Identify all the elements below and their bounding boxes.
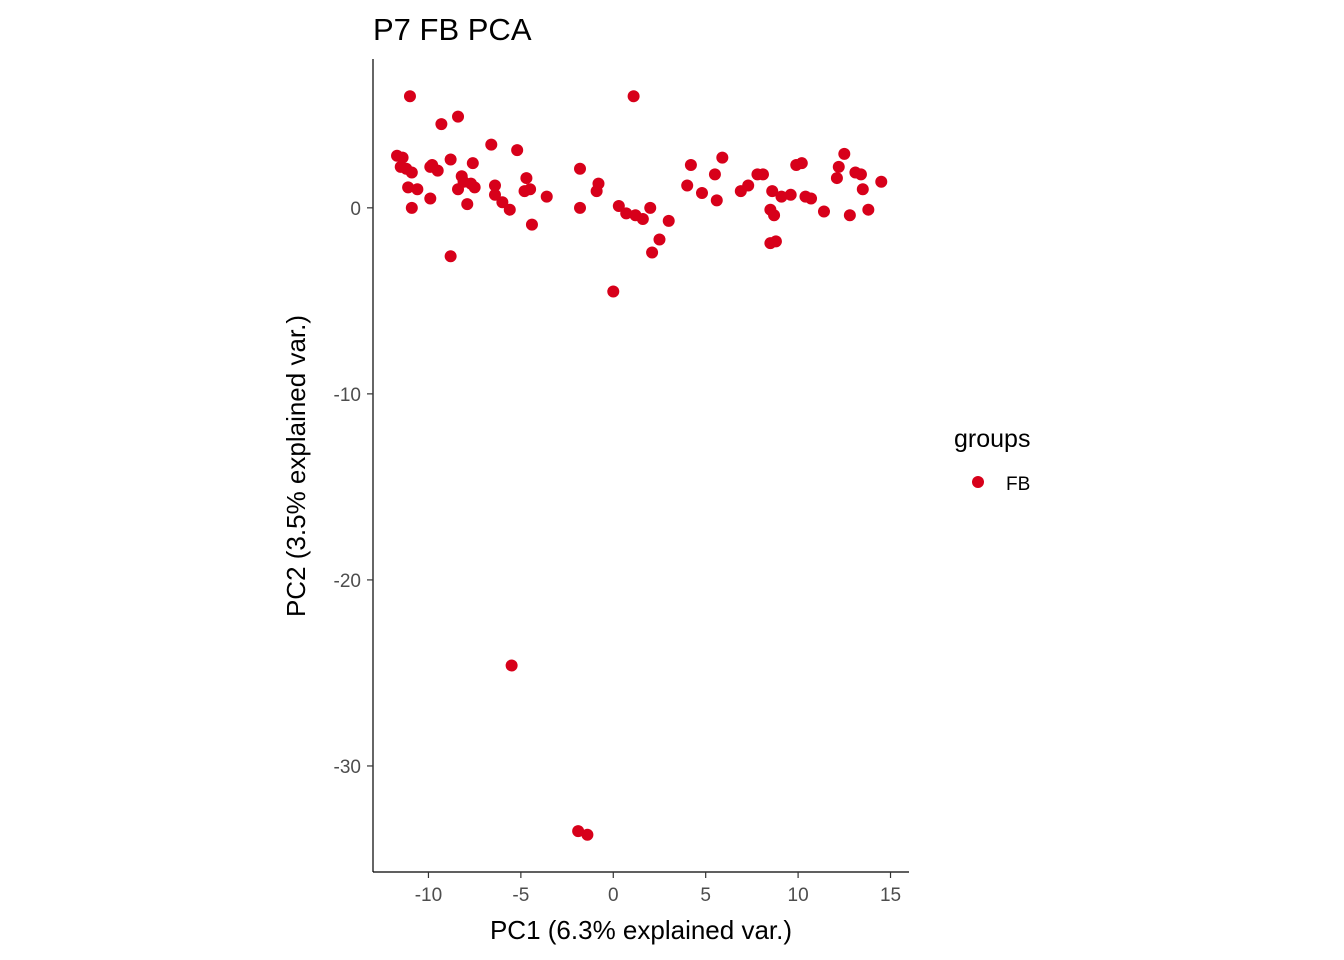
data-point (396, 151, 409, 164)
data-point (775, 190, 788, 203)
data-point (636, 212, 649, 225)
data-point (653, 233, 666, 246)
data-point (405, 201, 418, 214)
y-axis-title: PC2 (3.5% explained var.) (281, 315, 311, 617)
data-point (756, 168, 769, 181)
data-point (795, 157, 808, 170)
x-tick-label: 0 (608, 885, 619, 906)
data-point (830, 172, 843, 185)
data-point (452, 183, 465, 196)
data-point (838, 147, 851, 160)
data-point (662, 214, 675, 227)
data-point (856, 183, 869, 196)
data-point (644, 201, 657, 214)
data-point (766, 185, 779, 198)
data-points (391, 90, 888, 841)
data-point (485, 138, 498, 151)
data-point (403, 90, 416, 103)
data-point (581, 828, 594, 841)
legend-label-fb: FB (1006, 474, 1030, 495)
data-point (488, 188, 501, 201)
data-point (488, 179, 501, 192)
y-tick-label: -10 (334, 385, 361, 406)
x-axis-title: PC1 (6.3% explained var.) (490, 915, 792, 945)
data-point (769, 235, 782, 248)
data-point (468, 181, 481, 194)
data-point (461, 198, 474, 211)
data-point (574, 162, 587, 175)
x-tick-label: -5 (512, 885, 529, 906)
data-point (843, 209, 856, 222)
legend-key-fb (972, 476, 984, 488)
data-point (607, 285, 620, 298)
chart-title: P7 FB PCA (373, 12, 532, 47)
data-point (862, 203, 875, 216)
data-point (681, 179, 694, 192)
data-point (444, 250, 457, 263)
data-point (708, 168, 721, 181)
data-point (435, 118, 448, 131)
data-point (805, 192, 818, 205)
data-point (452, 110, 465, 123)
data-point (524, 183, 537, 196)
data-point (710, 194, 723, 207)
data-point (695, 186, 708, 199)
data-point (503, 203, 516, 216)
y-tick-label: -20 (334, 571, 361, 592)
data-point (612, 199, 625, 212)
data-point (444, 153, 457, 166)
data-point (520, 172, 533, 185)
data-point (646, 246, 659, 259)
legend: groups FB (954, 425, 1030, 495)
y-tick-label: 0 (350, 199, 361, 220)
data-point (405, 166, 418, 179)
x-tick-label: 5 (700, 885, 711, 906)
data-point (627, 90, 640, 103)
data-point (424, 192, 437, 205)
data-point (854, 168, 867, 181)
data-point (511, 144, 524, 157)
x-tick-label: 15 (880, 885, 901, 906)
data-point (832, 160, 845, 173)
data-point (592, 177, 605, 190)
data-point (716, 151, 729, 164)
x-axis-ticks: -10 -5 0 5 10 15 (415, 872, 901, 906)
data-point (784, 188, 797, 201)
data-point (466, 157, 479, 170)
x-tick-label: -10 (415, 885, 442, 906)
y-axis-ticks: 0 -10 -20 -30 (334, 199, 373, 778)
data-point (505, 659, 518, 672)
legend-title: groups (954, 425, 1030, 453)
data-point (875, 175, 888, 188)
x-tick-label: 10 (788, 885, 809, 906)
data-point (768, 209, 781, 222)
data-point (742, 179, 755, 192)
data-point (496, 196, 509, 209)
y-tick-label: -30 (334, 757, 361, 778)
data-point (525, 218, 538, 231)
data-point (402, 181, 415, 194)
data-point (574, 201, 587, 214)
data-point (431, 164, 444, 177)
data-point (817, 205, 830, 218)
data-point (684, 159, 697, 172)
plot-area: -10 -5 0 5 10 15 0 -10 -20 -30 (334, 59, 909, 906)
data-point (411, 183, 424, 196)
data-point (620, 207, 633, 220)
data-point (540, 190, 553, 203)
data-point (572, 825, 585, 838)
